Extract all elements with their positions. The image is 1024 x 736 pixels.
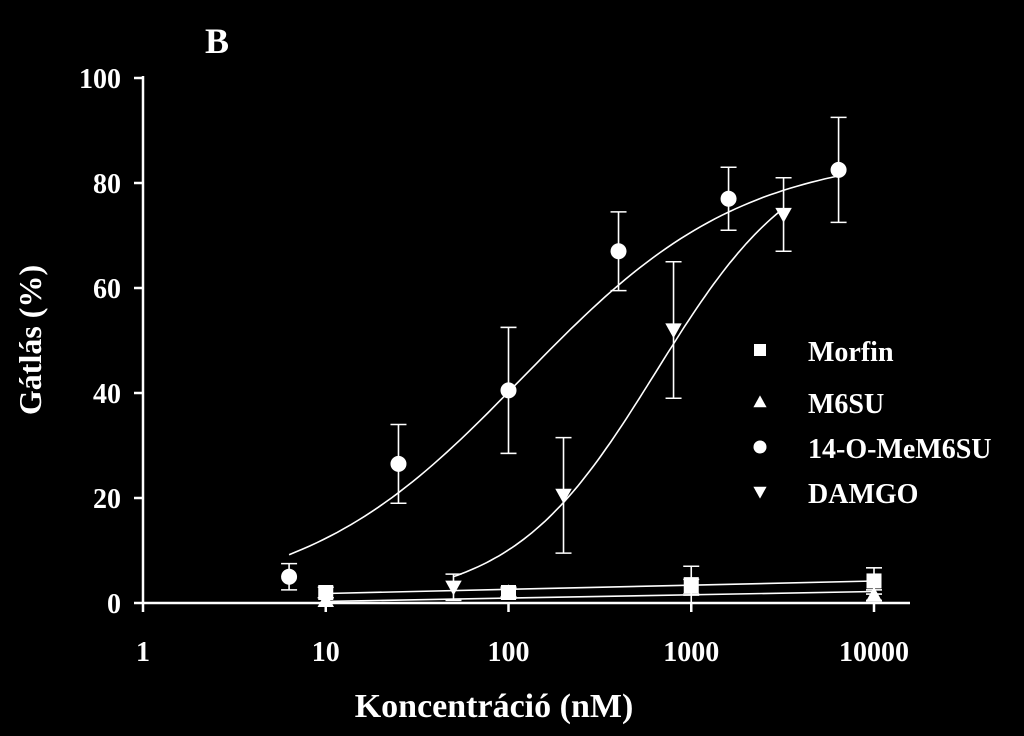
legend: Morfin M6SU 14-O-MeM6SU DAMGO xyxy=(753,337,992,510)
legend-marker-morfin xyxy=(754,344,766,356)
x-tick-label: 1 xyxy=(136,637,150,668)
y-axis-label: Gátlás (%) xyxy=(12,265,48,415)
data-point-14-o-mem6su xyxy=(281,568,298,585)
legend-marker-14-o-mem6su xyxy=(753,440,767,454)
data-point-damgo xyxy=(775,207,792,223)
x-tick-label: 10 xyxy=(312,637,340,668)
data-point-14-o-mem6su xyxy=(500,382,517,399)
data-point-damgo xyxy=(665,323,682,339)
panel-label: B xyxy=(205,21,229,61)
data-point-morfin xyxy=(866,573,882,589)
data-point-14-o-mem6su xyxy=(390,455,407,472)
data-point-damgo xyxy=(445,580,462,596)
data-point-14-o-mem6su xyxy=(720,190,737,207)
fit-curves xyxy=(288,175,875,603)
data-point-damgo xyxy=(555,488,572,504)
legend-label-m6su: M6SU xyxy=(808,389,884,420)
data-point-m6su xyxy=(865,586,883,602)
y-tick-label: 40 xyxy=(93,379,121,410)
data-point-m6su xyxy=(500,584,517,600)
fit-curve-14-o-mem6su xyxy=(288,175,839,556)
y-tick-label: 100 xyxy=(79,64,121,95)
data-markers xyxy=(281,161,883,607)
data-point-m6su xyxy=(317,592,334,607)
y-tick-label: 80 xyxy=(93,169,121,200)
data-point-14-o-mem6su xyxy=(610,243,627,260)
legend-label-14-o-mem6su: 14-O-MeM6SU xyxy=(808,434,992,465)
legend-label-morfin: Morfin xyxy=(808,337,894,368)
y-tick-label: 0 xyxy=(107,589,121,620)
x-tick-label: 10000 xyxy=(839,637,909,668)
y-tick-label: 60 xyxy=(93,274,121,305)
fit-curve-damgo xyxy=(453,207,785,578)
x-tick-label: 1000 xyxy=(663,637,719,668)
y-tick-label: 20 xyxy=(93,484,121,515)
x-axis-label: Koncentráció (nM) xyxy=(355,688,634,725)
fit-curve-m6su xyxy=(325,590,875,603)
data-point-14-o-mem6su xyxy=(830,161,847,178)
data-point-m6su xyxy=(683,579,700,594)
error-bars xyxy=(281,116,882,604)
axes: 0 20 40 60 80 100 1 10 100 1000 10000 xyxy=(79,64,910,668)
legend-marker-damgo xyxy=(753,486,767,499)
x-tick-label: 100 xyxy=(488,637,530,668)
legend-label-damgo: DAMGO xyxy=(808,479,918,510)
fit-curve-morfin xyxy=(325,580,875,595)
legend-marker-m6su xyxy=(753,395,767,408)
